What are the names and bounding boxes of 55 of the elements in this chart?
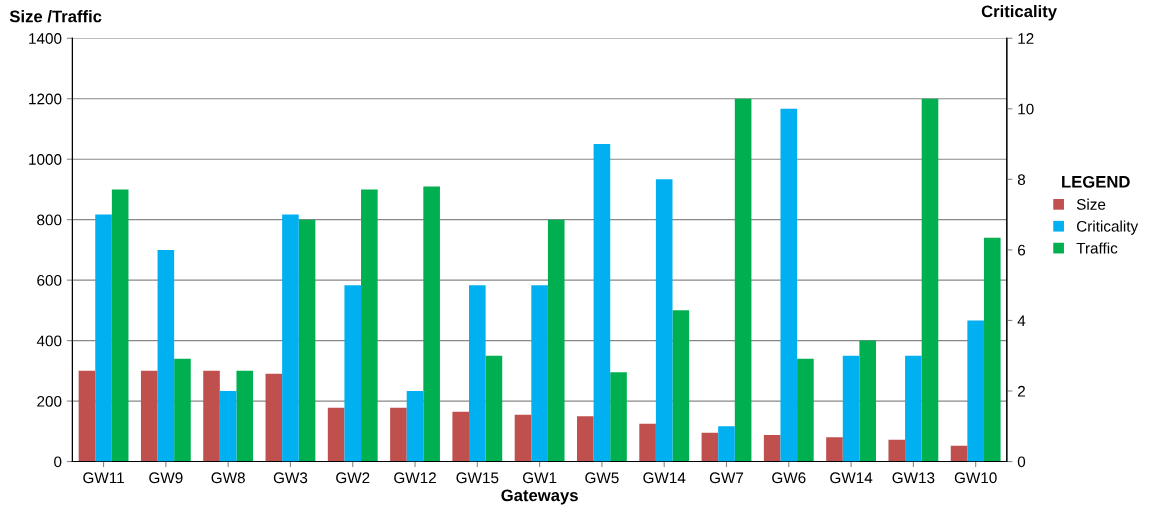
y2-tick-label: 8 (1017, 174, 1026, 186)
y-tick-label: 600 (37, 275, 62, 286)
x-tick-label: GW10 (954, 472, 997, 484)
y2-axis-title: Criticality (981, 4, 1057, 21)
y2-tick-label: 12 (1018, 33, 1034, 44)
x-tick-label: GW15 (456, 472, 499, 484)
y-tick-label: 1200 (29, 93, 62, 105)
y-tick-label: 1400 (29, 33, 62, 44)
x-axis-title: Gateways (501, 489, 578, 505)
bar (423, 186, 440, 462)
bar (905, 355, 922, 462)
x-tick-label: GW8 (211, 472, 245, 484)
x-tick-label: GW13 (892, 472, 935, 484)
x-tick-label: GW14 (830, 472, 873, 484)
legend-label: Traffic (1076, 242, 1118, 254)
y-tick-label: 0 (54, 456, 62, 468)
bar (327, 407, 345, 462)
legend-label: Size (1076, 198, 1106, 210)
x-tick-label: GW9 (149, 472, 183, 484)
bar (576, 416, 594, 462)
bar (734, 98, 752, 462)
x-tick-label: GW2 (336, 472, 370, 484)
y-tick-label: 200 (37, 395, 62, 407)
y2-tick-label: 0 (1017, 456, 1026, 468)
x-tick-label: GW11 (83, 472, 124, 484)
bar (763, 434, 781, 462)
y2-tick-label: 6 (1018, 244, 1026, 256)
bar (639, 423, 656, 462)
bar (452, 411, 470, 462)
bar (888, 439, 906, 462)
x-tick-label: GW1 (522, 472, 557, 484)
x-tick-label: GW14 (643, 472, 686, 484)
bar (950, 445, 968, 462)
bar (921, 98, 939, 462)
legend-label: Criticality (1076, 220, 1139, 235)
bar (610, 372, 627, 462)
bar (797, 358, 814, 462)
x-tick-label: GW12 (394, 472, 436, 484)
bar (826, 437, 843, 462)
y-axis-title: Size /Traffic (9, 10, 102, 23)
bar (514, 414, 532, 462)
bar (157, 249, 175, 462)
y2-tick-label: 4 (1017, 315, 1026, 326)
x-tick-label: GW3 (273, 472, 308, 484)
y-tick-label: 1000 (29, 154, 62, 165)
y2-tick-label: 10 (1018, 103, 1034, 115)
legend-title: LEGEND (1062, 175, 1130, 188)
x-tick-label: GW5 (585, 472, 619, 484)
y-tick-label: 800 (37, 214, 62, 226)
x-tick-label: GW7 (709, 472, 744, 484)
bar (780, 108, 798, 462)
bar (593, 144, 611, 462)
x-tick-label: GW6 (772, 472, 806, 484)
y-tick-label: 400 (36, 335, 62, 347)
y2-tick-label: 2 (1018, 385, 1025, 397)
